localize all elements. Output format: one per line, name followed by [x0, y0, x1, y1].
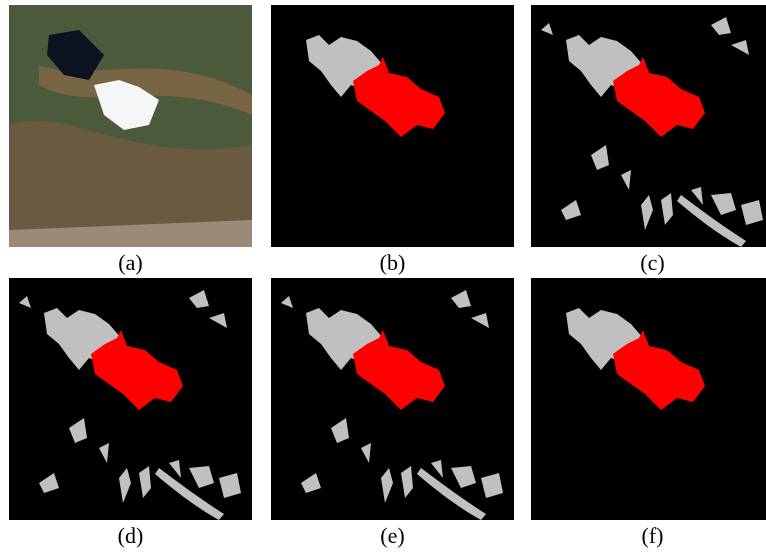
figure: (a) (b) (c) (d) (e) (f) — [0, 0, 766, 554]
panel-c — [531, 5, 766, 247]
caption: (e) — [271, 523, 514, 549]
caption: (f) — [531, 523, 766, 549]
panel-d — [9, 278, 252, 520]
caption: (b) — [271, 250, 514, 276]
caption: (a) — [9, 250, 252, 276]
caption: (d) — [9, 523, 252, 549]
panel-b — [271, 5, 514, 247]
panel-f — [531, 278, 766, 520]
panel-e — [271, 278, 514, 520]
caption: (c) — [531, 250, 766, 276]
panels — [0, 0, 766, 554]
panel-a — [9, 5, 252, 247]
